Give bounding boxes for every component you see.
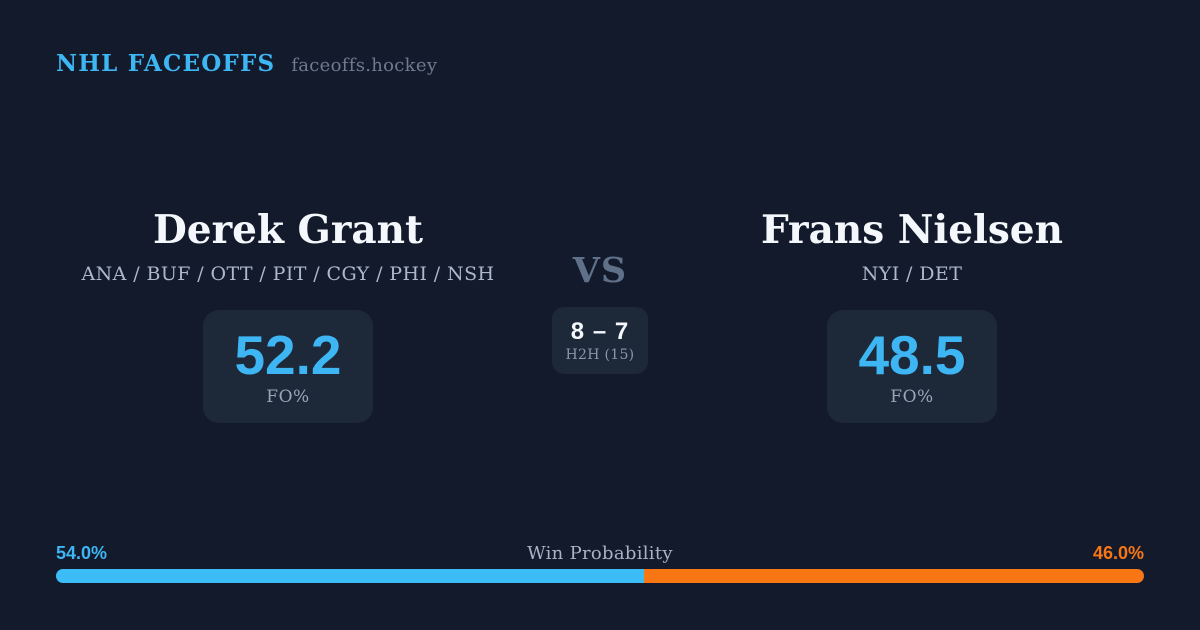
player-left-panel: Derek Grant ANA / BUF / OTT / PIT / CGY … [58, 206, 518, 423]
win-probability-bar [56, 569, 1144, 583]
h2h-score: 8 – 7 [570, 318, 630, 345]
player-right-fo-pct: 48.5 [858, 324, 966, 386]
player-left-stat-label: FO% [266, 387, 310, 407]
player-right-name: Frans Nielsen [761, 207, 1063, 253]
site-url: faceoffs.hockey [291, 55, 438, 76]
vs-block: VS 8 – 7 H2H (15) [535, 250, 665, 374]
win-probability-labels: 54.0% Win Probability 46.0% [56, 541, 1144, 565]
h2h-label: H2H (15) [565, 347, 635, 363]
win-bar-right-segment [643, 569, 1144, 583]
header: NHL FACEOFFS faceoffs.hockey [56, 50, 437, 77]
player-left-stat-card: 52.2 FO% [203, 310, 373, 423]
h2h-card: 8 – 7 H2H (15) [552, 307, 648, 374]
brand-title: NHL FACEOFFS [56, 50, 276, 77]
player-left-name: Derek Grant [152, 207, 424, 253]
player-right-stat-label: FO% [890, 387, 934, 407]
win-bar-left-segment [56, 569, 644, 583]
player-right-stat-card: 48.5 FO% [827, 310, 997, 423]
player-left-teams: ANA / BUF / OTT / PIT / CGY / PHI / NSH [81, 263, 495, 285]
player-left-fo-pct: 52.2 [234, 324, 342, 386]
player-right-panel: Frans Nielsen NYI / DET 48.5 FO% [682, 206, 1142, 423]
win-probability-right-pct: 46.0% [1092, 542, 1144, 563]
vs-label: VS [572, 250, 628, 291]
win-probability-left-pct: 54.0% [56, 542, 108, 563]
player-right-teams: NYI / DET [861, 263, 963, 285]
win-probability-title: Win Probability [527, 542, 673, 564]
